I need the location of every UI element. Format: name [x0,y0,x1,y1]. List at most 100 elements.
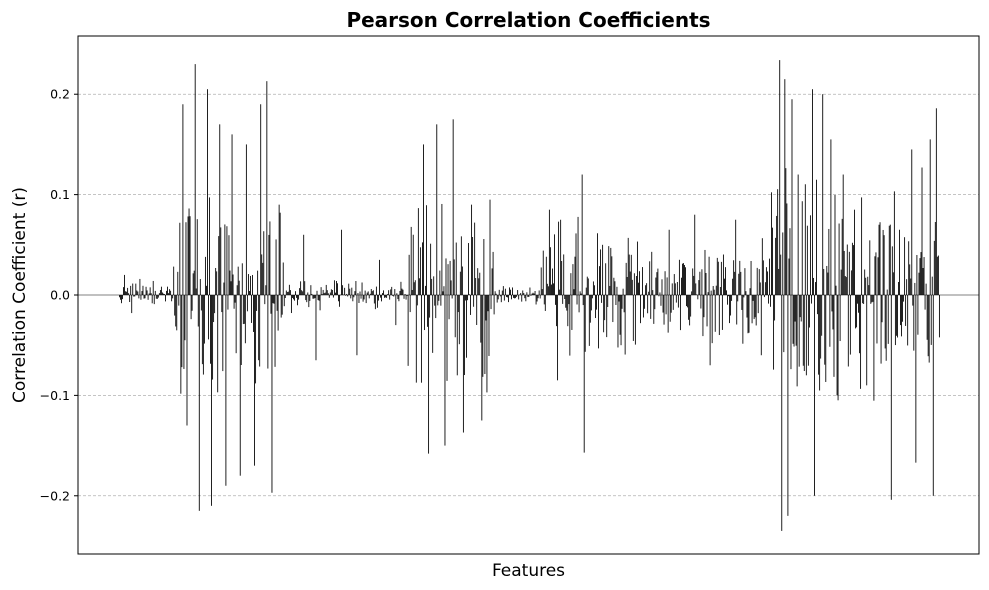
bar [353,295,355,298]
bar [371,291,373,295]
bar [504,288,506,295]
bar [733,260,735,295]
bar [718,295,720,336]
bar [460,236,462,295]
bar [359,291,361,295]
bar [154,290,156,295]
bar [482,295,484,377]
bar [294,295,295,301]
bar [656,272,658,295]
bar [908,241,910,295]
bar [545,256,547,295]
bar [611,256,613,295]
bar [885,295,887,361]
bar [391,286,393,295]
bar [849,295,851,355]
bar [297,295,298,306]
bar [274,295,276,367]
bar [174,295,176,316]
bar [329,292,331,295]
bar [721,295,723,330]
bar [162,292,163,295]
bar [129,295,131,303]
bar [819,295,821,391]
bar [143,295,145,299]
bar [800,295,802,322]
bar [653,295,655,324]
bar [173,266,175,295]
bar [367,291,369,295]
bar [410,226,412,295]
bar [473,295,475,307]
bar [303,234,305,295]
bar [729,295,730,324]
bar [530,295,532,296]
bar [820,295,822,359]
bar [705,272,707,295]
bar [836,295,838,396]
bar [767,271,768,295]
bar [867,276,869,295]
bar [214,295,216,314]
bar [587,278,589,295]
bar [433,276,435,295]
bar [708,256,710,295]
bar [516,295,518,297]
bar [850,270,852,295]
bar [130,285,132,295]
bar [803,295,805,372]
bar [217,295,219,393]
bar [454,295,456,338]
bar [597,233,598,295]
bar [806,225,808,295]
bar [503,295,505,301]
bar [452,119,454,295]
bar [432,295,434,353]
bar [492,251,494,295]
bar [259,295,261,367]
bar [887,295,889,344]
bar [632,295,634,341]
bar [834,194,836,295]
bar [672,295,674,310]
bar [737,295,739,302]
bar [167,286,168,295]
bar [499,295,501,297]
bar [206,285,207,295]
bar [755,295,757,326]
bar [750,260,752,295]
bar [478,278,480,295]
bar [605,263,607,295]
bar [508,295,509,303]
bar [350,295,352,299]
bar [120,295,121,300]
y-tick-label: −0.1 [40,388,70,403]
bar [197,295,199,327]
bar [789,228,791,295]
y-tick-label: 0.1 [50,187,70,202]
bar [312,295,314,299]
bar [212,295,214,380]
bar [263,231,265,295]
bar [741,295,743,310]
y-tick-label: 0.2 [50,87,70,102]
bar [622,288,624,295]
bar [315,295,317,361]
bar [892,272,894,295]
bar [614,281,616,295]
bar [172,295,174,299]
bar [562,295,564,304]
bar [258,295,260,361]
bar [616,286,618,295]
bar [842,174,844,295]
y-axis-label: Correlation Coefficient (r) [10,187,30,403]
bar [693,275,695,295]
bar [784,79,786,295]
bar [180,295,182,394]
bar [239,295,241,476]
bar [744,268,746,295]
bar [338,295,339,302]
bar [430,243,432,295]
bar [771,192,772,295]
